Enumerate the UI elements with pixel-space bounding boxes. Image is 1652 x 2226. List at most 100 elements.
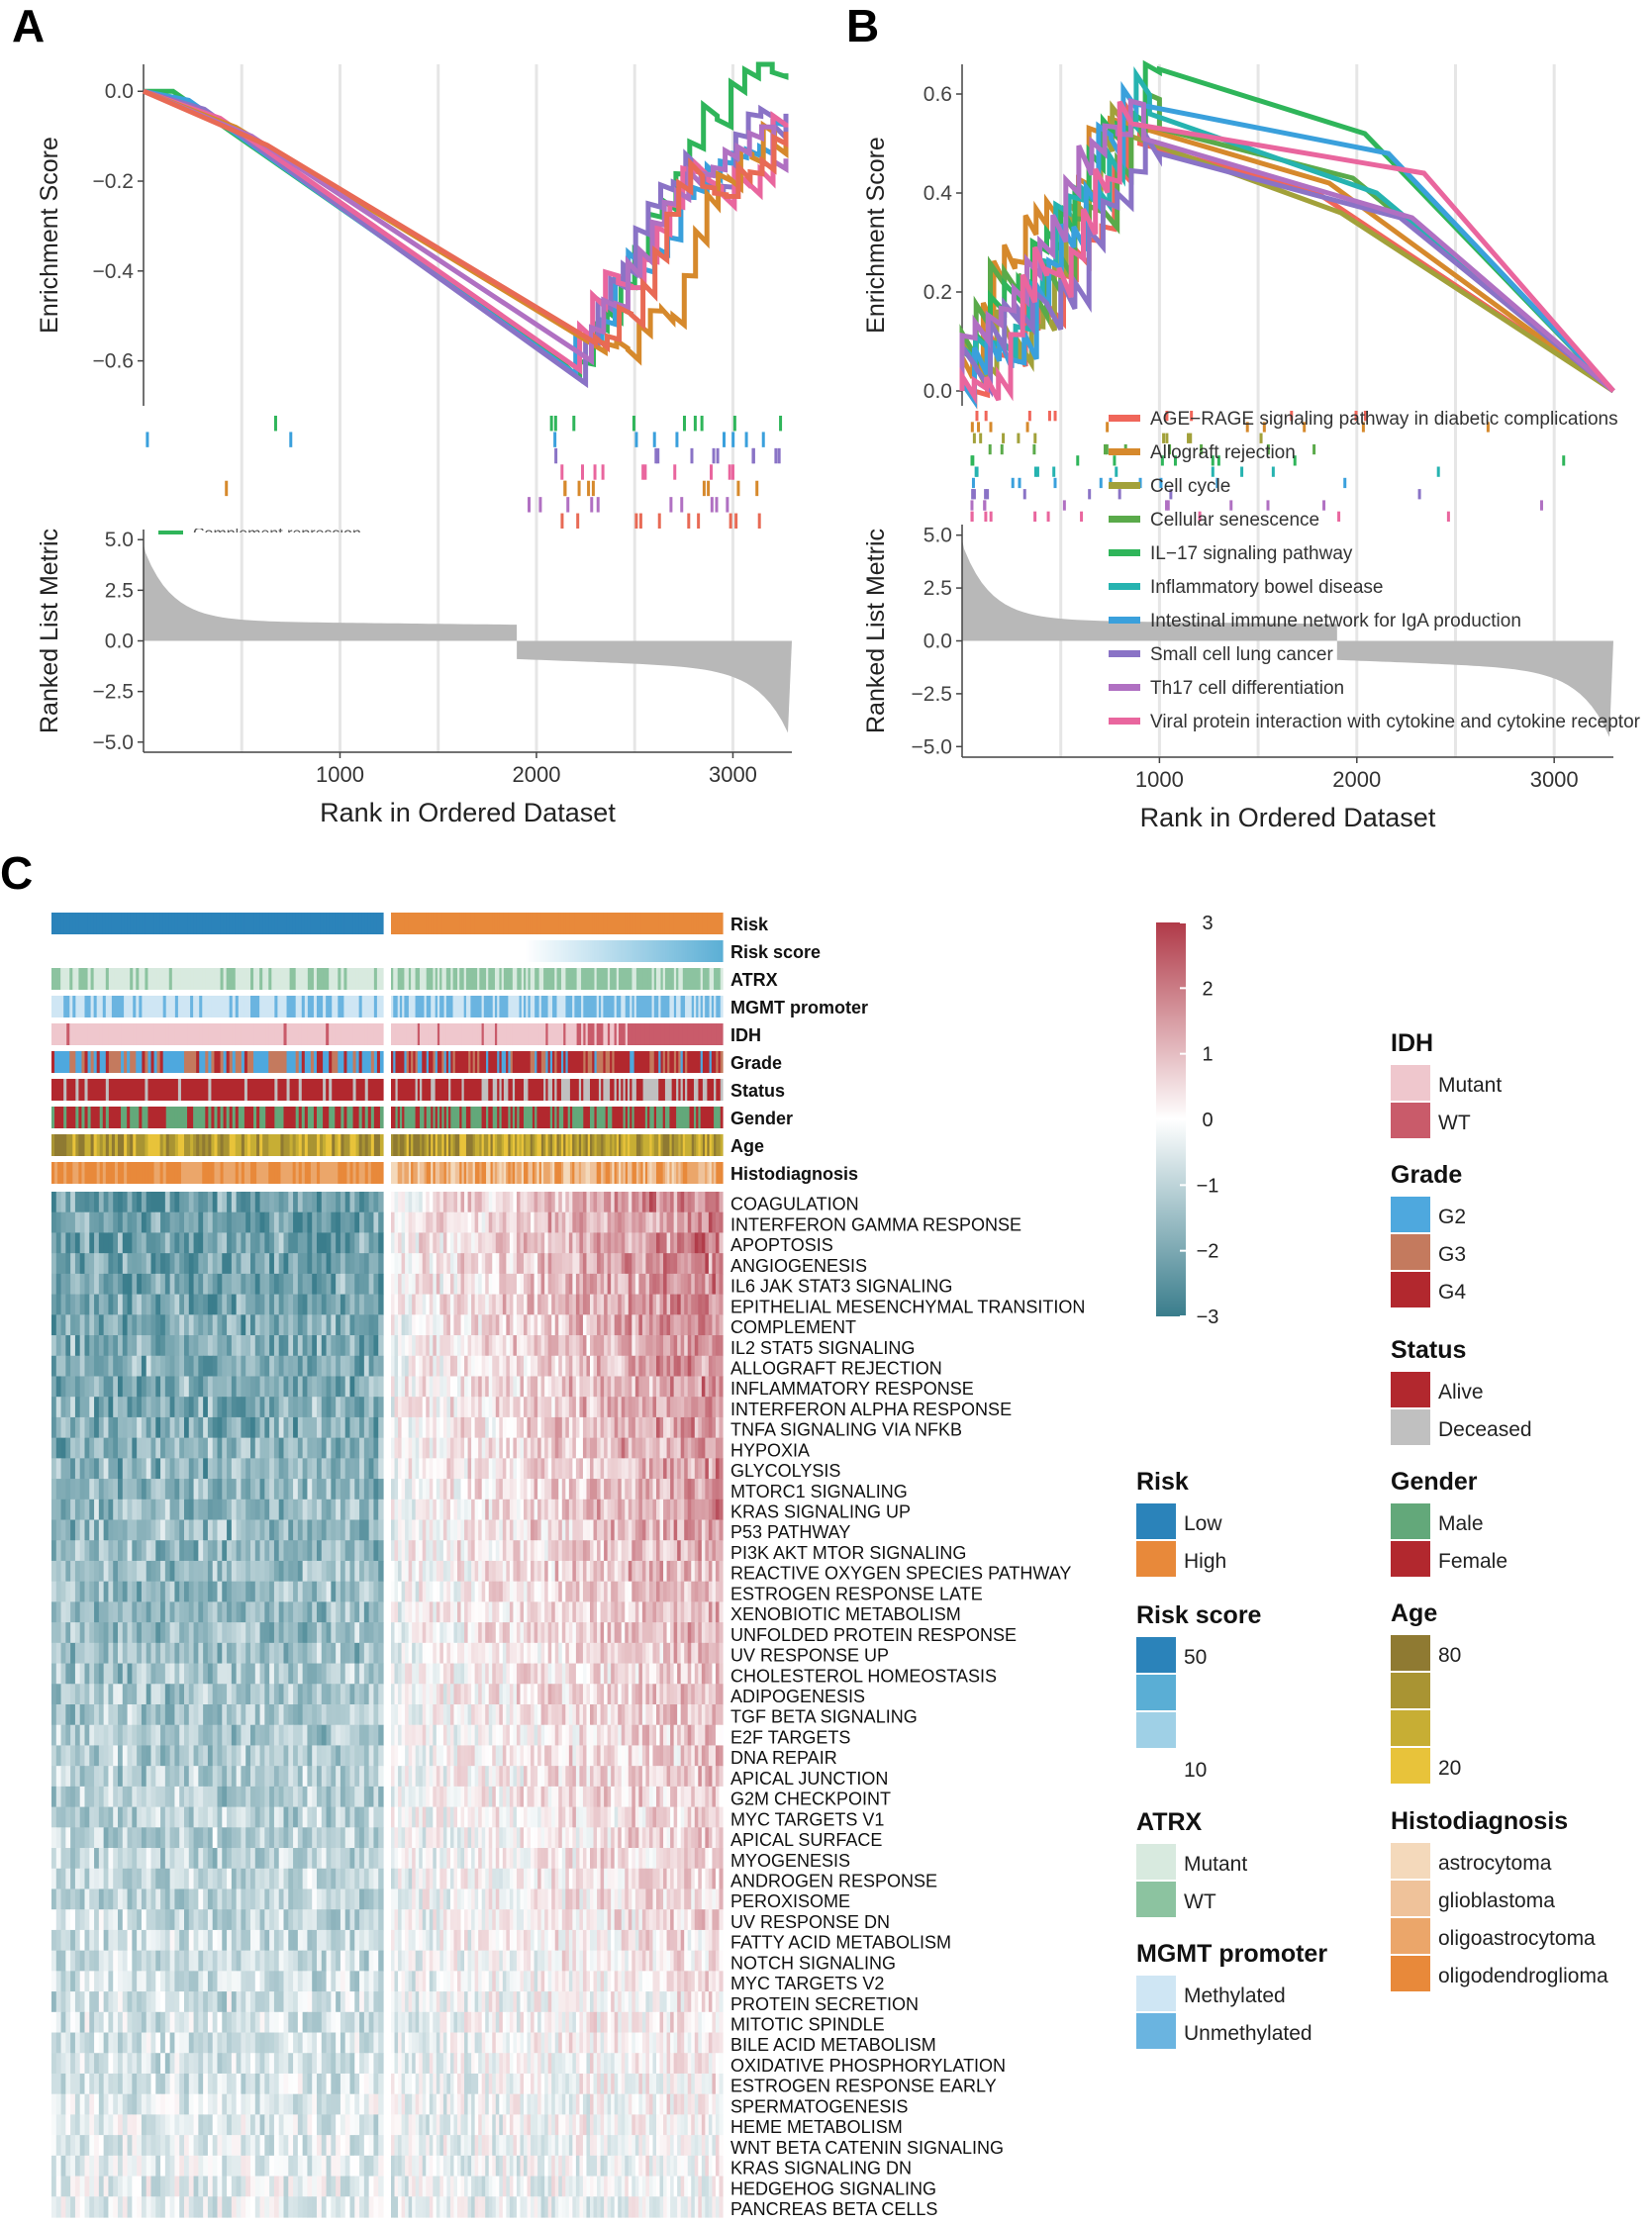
heat-cell xyxy=(594,1253,598,1274)
heat-cell xyxy=(649,1232,653,1253)
heat-cell xyxy=(513,1232,517,1253)
heat-cell xyxy=(698,1253,702,1274)
row-label-9: ALLOGRAFT REJECTION xyxy=(730,1358,942,1378)
row-label-12: TNFA SIGNALING VIA NFKB xyxy=(730,1420,962,1440)
heat-cell xyxy=(590,1376,594,1397)
heat-cell xyxy=(439,1335,443,1356)
heat-cell xyxy=(551,1212,555,1233)
legend-label-2: Allograft rejection xyxy=(1150,442,1296,463)
heat-cell xyxy=(378,1253,383,1274)
heat-cell xyxy=(656,1274,660,1295)
heat-cell xyxy=(562,1397,566,1417)
heat-cell xyxy=(312,1232,317,1253)
heat-cell xyxy=(576,1253,580,1274)
heat-cell xyxy=(503,1295,507,1315)
heat-cell xyxy=(471,1438,475,1459)
heat-cell xyxy=(56,1295,61,1315)
heat-cell xyxy=(548,1376,552,1397)
heat-cell xyxy=(709,1376,713,1397)
heat-cell xyxy=(307,1212,312,1233)
heat-cell xyxy=(423,1314,427,1335)
heat-cell xyxy=(670,1335,674,1356)
heat-cell xyxy=(194,1274,199,1295)
heat-cell xyxy=(544,1314,548,1335)
heat-cell xyxy=(378,1356,383,1377)
heat-cell xyxy=(56,1212,61,1233)
heat-cell xyxy=(336,1314,340,1335)
heat-cell xyxy=(430,1356,434,1377)
heat-cell xyxy=(419,1274,423,1295)
heat-cell xyxy=(165,1376,170,1397)
heat-cell xyxy=(645,1417,649,1438)
heat-cell xyxy=(520,1335,524,1356)
heat-cell xyxy=(218,1314,223,1335)
heat-cell xyxy=(702,1335,706,1356)
heat-cell xyxy=(395,1274,399,1295)
heat-cell xyxy=(373,1295,378,1315)
heat-cell xyxy=(364,1192,369,1212)
heat-cell xyxy=(579,1295,583,1315)
heat-cell xyxy=(61,1192,66,1212)
heat-cell xyxy=(423,1192,427,1212)
heat-cell xyxy=(594,1295,598,1315)
heat-cell xyxy=(586,1397,590,1417)
heat-cell xyxy=(213,1335,218,1356)
heat-cell xyxy=(534,1192,538,1212)
heat-cell xyxy=(274,1212,279,1233)
heat-cell xyxy=(601,1192,605,1212)
heat-cell xyxy=(663,1397,667,1417)
heat-cell xyxy=(450,1274,454,1295)
heat-cell xyxy=(471,1314,475,1335)
heat-cell xyxy=(426,1295,430,1315)
heat-cell xyxy=(241,1314,245,1335)
heat-cell xyxy=(622,1397,626,1417)
heat-cell xyxy=(170,1253,175,1274)
heat-cell xyxy=(541,1417,545,1438)
heat-cell xyxy=(719,1192,723,1212)
track-cell xyxy=(721,913,724,934)
heat-cell xyxy=(108,1438,113,1459)
heat-cell xyxy=(660,1212,664,1233)
heat-cell xyxy=(369,1212,374,1233)
heat-cell xyxy=(303,1295,308,1315)
heat-cell xyxy=(524,1397,528,1417)
heat-cell xyxy=(681,1417,685,1438)
heat-cell xyxy=(378,1295,383,1315)
heat-cell xyxy=(132,1295,137,1315)
heat-cell xyxy=(227,1417,232,1438)
heat-cell xyxy=(688,1397,692,1417)
heat-cell xyxy=(61,1253,66,1274)
heat-cell xyxy=(237,1335,242,1356)
heat-cell xyxy=(322,1212,327,1233)
heat-cell xyxy=(132,1314,137,1335)
heat-cell xyxy=(123,1192,128,1212)
heat-cell xyxy=(677,1192,681,1212)
heat-cell xyxy=(104,1295,109,1315)
heat-cell xyxy=(75,1274,80,1295)
heat-cell xyxy=(601,1314,605,1335)
heat-cell xyxy=(524,1295,528,1315)
heat-cell xyxy=(227,1438,232,1459)
heat-cell xyxy=(395,1314,399,1335)
heat-cell xyxy=(691,1417,695,1438)
heat-cell xyxy=(298,1274,303,1295)
heat-cell xyxy=(412,1192,416,1212)
heat-cell xyxy=(75,1376,80,1397)
heat-cell xyxy=(642,1356,646,1377)
heat-cell xyxy=(437,1335,440,1356)
heat-cell xyxy=(146,1438,151,1459)
heat-cell xyxy=(80,1314,85,1335)
heat-cell xyxy=(137,1356,142,1377)
legend-key-9 xyxy=(1109,684,1140,691)
heat-cell xyxy=(340,1397,345,1417)
heat-cell xyxy=(558,1335,562,1356)
heat-cell xyxy=(531,1335,534,1356)
heat-cell xyxy=(108,1417,113,1438)
heat-cell xyxy=(142,1232,146,1253)
heat-cell xyxy=(354,1212,359,1233)
heat-cell xyxy=(359,1314,364,1335)
heat-cell xyxy=(123,1438,128,1459)
heat-cell xyxy=(702,1253,706,1274)
heat-cell xyxy=(250,1212,255,1233)
es-tick-label: −0.6 xyxy=(93,350,134,373)
